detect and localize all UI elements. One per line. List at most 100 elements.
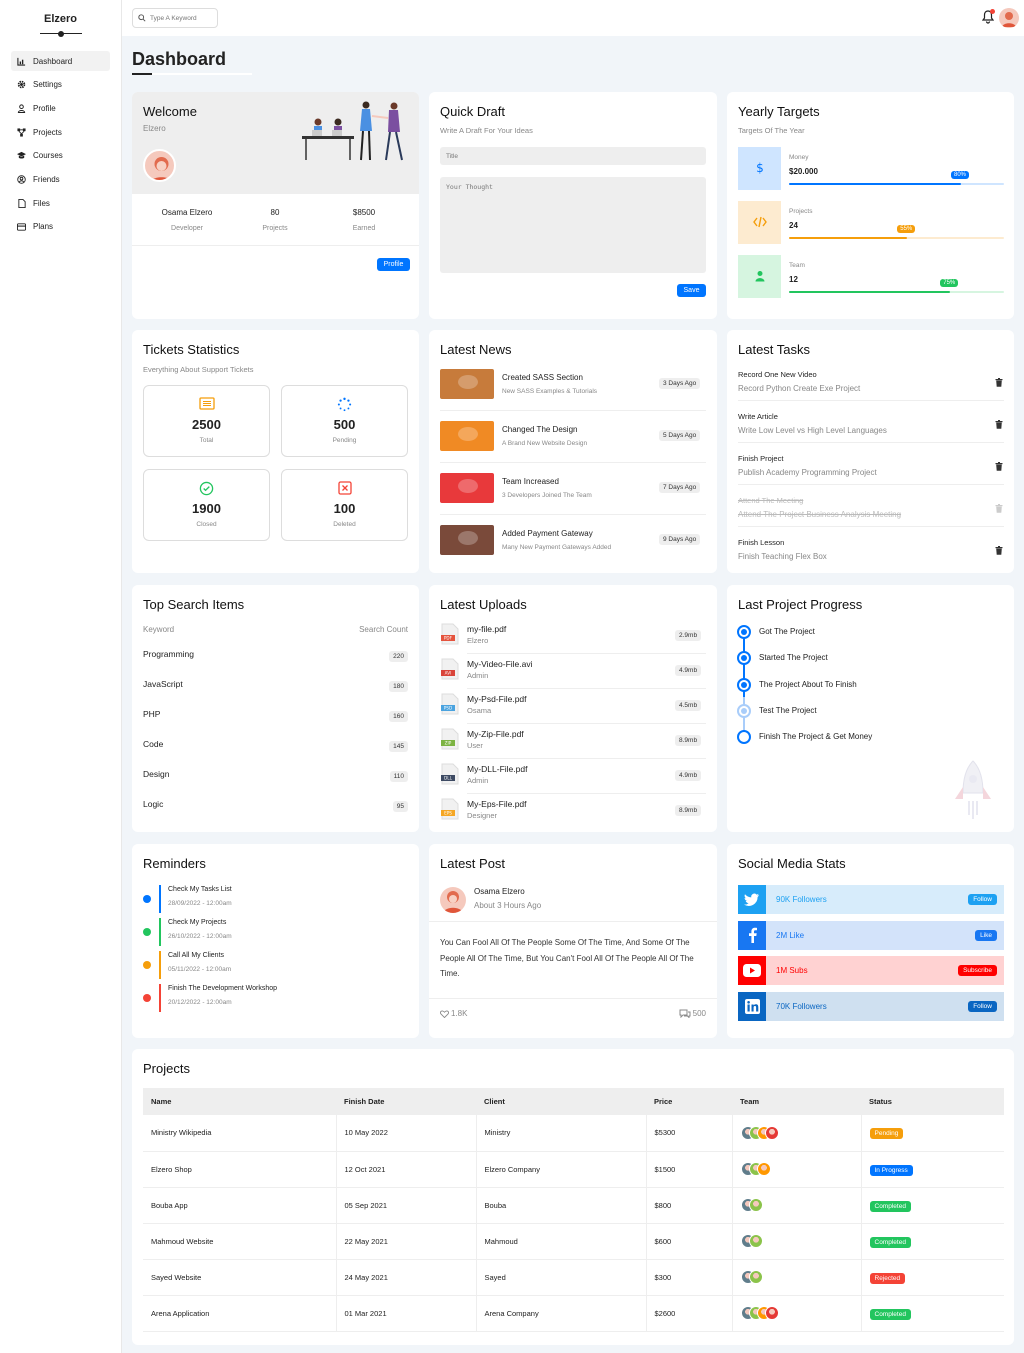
reminder-title: Check My Projects — [168, 919, 227, 926]
trash-icon[interactable] — [995, 378, 1003, 389]
reminder-title: Finish The Development Workshop — [168, 985, 278, 992]
sidebar-item-plans[interactable]: Plans — [11, 217, 110, 237]
target-percent-badge: 80% — [951, 171, 970, 179]
trash-icon[interactable] — [995, 504, 1003, 515]
table-cell-status: Completed — [861, 1187, 1004, 1224]
user-name: Osama Elzero — [161, 208, 213, 217]
news-item-desc: New SASS Examples & Tutorials — [502, 388, 598, 395]
title-underline — [132, 73, 252, 75]
sidebar-item-settings[interactable]: Settings — [11, 75, 110, 95]
table-row: Arena Application 01 Mar 2021 Arena Compan… — [143, 1295, 1004, 1332]
sidebar-item-courses[interactable]: Courses — [11, 146, 110, 166]
upload-user: Designer — [467, 811, 498, 820]
timeline-step-label: Finish The Project & Get Money — [759, 732, 873, 742]
trash-icon[interactable] — [995, 462, 1003, 473]
profile-button[interactable]: Profile — [377, 258, 410, 271]
search-input[interactable] — [150, 14, 210, 22]
draft-title-input[interactable]: Title — [440, 147, 706, 165]
table-cell-price: $5300 — [646, 1115, 733, 1152]
comment-count[interactable]: 500 — [679, 1009, 706, 1018]
table-cell-name: Mahmoud Website — [143, 1223, 337, 1260]
table-header-cell: Price — [646, 1088, 732, 1115]
draft-body-textarea[interactable]: Your Thought — [440, 177, 706, 273]
ticket-count: 2500 — [192, 417, 221, 432]
upload-file-name[interactable]: My-Psd-File.pdf — [467, 694, 527, 704]
news-item-title[interactable]: Added Payment Gateway — [502, 529, 593, 538]
trash-icon[interactable] — [995, 420, 1003, 431]
sidebar-item-dashboard[interactable]: Dashboard — [11, 51, 110, 71]
table-cell-status: Pending — [861, 1115, 1004, 1152]
table-header-cell: Name — [143, 1088, 336, 1115]
table-cell-client: Sayed — [476, 1259, 647, 1296]
save-button[interactable]: Save — [677, 284, 706, 297]
search-icon — [138, 14, 146, 22]
search-box[interactable] — [132, 8, 218, 28]
svg-text:ZIP: ZIP — [445, 741, 452, 746]
circle-user-icon — [17, 175, 26, 184]
diagram-icon — [17, 128, 26, 137]
sidebar-item-files[interactable]: Files — [11, 193, 110, 213]
upload-file-name[interactable]: my-file.pdf — [467, 624, 507, 634]
upload-file-name[interactable]: My-DLL-File.pdf — [467, 764, 528, 774]
target-label: Team — [789, 262, 805, 269]
sidebar-item-projects[interactable]: Projects — [11, 122, 110, 142]
social-action-button[interactable]: Subscribe — [958, 965, 997, 976]
status-badge: Completed — [869, 1308, 911, 1320]
search-items-title: Top Search Items — [143, 597, 245, 612]
sidebar-nav: Dashboard Settings Profile Projects Courses F… — [11, 51, 110, 241]
search-keyword: JavaScript — [143, 679, 183, 689]
latest-post-card: Latest Post Osama Elzero About 3 Hours A… — [429, 844, 717, 1038]
social-action-button[interactable]: Follow — [968, 894, 997, 905]
ticket-count: 100 — [333, 501, 356, 516]
news-item-title[interactable]: Created SASS Section — [502, 373, 583, 382]
news-item-title[interactable]: Team Increased — [502, 477, 559, 486]
post-author: Osama Elzero — [474, 887, 525, 896]
trash-icon[interactable] — [995, 546, 1003, 557]
table-cell-client: Bouba — [476, 1187, 647, 1224]
upload-size-badge: 4.9mb — [675, 770, 702, 781]
count-column-header: Search Count — [359, 625, 408, 634]
table-cell-team — [732, 1223, 862, 1260]
avatar — [748, 1234, 763, 1248]
upload-user: Admin — [467, 671, 489, 680]
table-cell-team — [732, 1115, 862, 1152]
task-title: Write Article — [738, 412, 778, 421]
social-action-button[interactable]: Follow — [968, 1000, 997, 1012]
facebook-icon — [738, 920, 766, 950]
timeline-step-label: Test The Project — [759, 705, 817, 715]
timeline-dot — [737, 677, 751, 692]
avatar[interactable] — [999, 8, 1019, 28]
divider — [738, 442, 1004, 443]
sidebar-item-friends[interactable]: Friends — [11, 169, 110, 189]
progress-title: Last Project Progress — [738, 597, 863, 612]
timeline-step-label: Got The Project — [759, 627, 815, 636]
task-desc: Record Python Create Exe Project — [738, 384, 861, 393]
upload-file-name[interactable]: My-Eps-File.pdf — [467, 799, 527, 809]
uploads-title: Latest Uploads — [440, 597, 527, 612]
avatar — [440, 887, 466, 913]
user-icon — [17, 104, 26, 113]
avatar — [748, 1270, 763, 1284]
social-action-button[interactable]: Like — [975, 929, 997, 941]
news-item-title[interactable]: Changed The Design — [502, 425, 578, 434]
reminder-dot — [143, 961, 151, 969]
news-time-badge: 5 Days Ago — [659, 430, 701, 441]
ticket-stat-box: 500 Pending — [281, 385, 408, 457]
target-icon-box: $ — [738, 147, 781, 190]
upload-size-badge: 4.5mb — [675, 700, 702, 711]
table-cell-price: $600 — [646, 1223, 733, 1260]
divider — [738, 400, 1004, 401]
rocket-illustration — [955, 760, 991, 819]
news-thumbnail — [440, 421, 494, 451]
tickets-card: Tickets Statistics Everything About Supp… — [132, 330, 419, 573]
table-cell-date: 05 Sep 2021 — [336, 1187, 477, 1224]
top-search-card: Top Search Items Keyword Search Count Pr… — [132, 585, 419, 832]
upload-file-name[interactable]: My-Video-File.avi — [467, 659, 533, 669]
sidebar-item-profile[interactable]: Profile — [11, 98, 110, 118]
welcome-header — [132, 92, 419, 194]
like-count[interactable]: 1.8K — [440, 1009, 467, 1018]
svg-text:AVI: AVI — [445, 671, 452, 676]
social-row-facebook: 2M Like Like — [738, 920, 1004, 950]
upload-file-name[interactable]: My-Zip-File.pdf — [467, 729, 524, 739]
yearly-targets-card: Yearly Targets Targets Of The Year $ Mone… — [727, 92, 1014, 319]
